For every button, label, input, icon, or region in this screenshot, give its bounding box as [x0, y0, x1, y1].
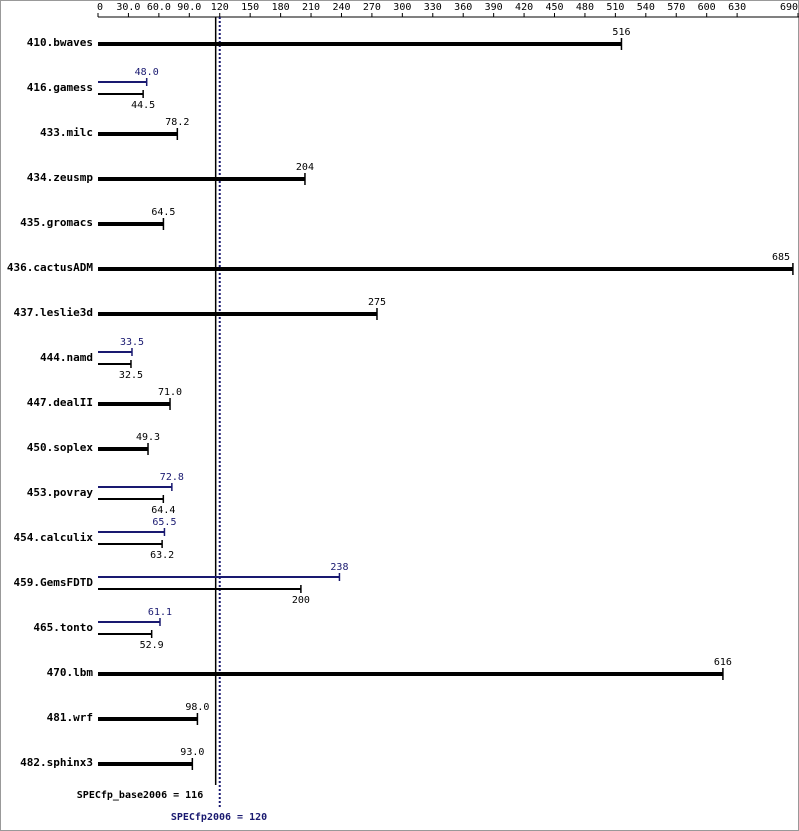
value-label: 52.9 — [140, 640, 164, 651]
x-tick-label: 600 — [698, 2, 716, 13]
x-tick-label: 120 — [211, 2, 229, 13]
bar — [98, 588, 301, 590]
bar — [98, 531, 165, 533]
x-tick-label: 240 — [332, 2, 350, 13]
value-label: 204 — [296, 162, 314, 173]
category-label: 447.dealII — [27, 396, 93, 409]
value-label: 200 — [292, 595, 310, 606]
x-tick-label: 390 — [485, 2, 503, 13]
bar — [98, 633, 152, 635]
bar — [98, 621, 160, 623]
x-tick-label: 420 — [515, 2, 533, 13]
value-label: 72.8 — [160, 472, 184, 483]
x-tick-label: 540 — [637, 2, 655, 13]
value-label: 98.0 — [185, 702, 209, 713]
bar — [98, 351, 132, 353]
category-label: 453.povray — [27, 486, 94, 499]
x-tick-label: 150 — [241, 2, 259, 13]
category-label: 482.sphinx3 — [20, 756, 93, 769]
value-label: 275 — [368, 297, 386, 308]
bar — [98, 42, 622, 46]
bar — [98, 312, 377, 316]
x-tick-label: 210 — [302, 2, 320, 13]
x-tick-label: 270 — [363, 2, 381, 13]
category-label: 450.soplex — [27, 441, 94, 454]
bar — [98, 447, 149, 451]
bar — [98, 132, 178, 136]
x-tick-label: 480 — [576, 2, 594, 13]
bar — [98, 576, 340, 578]
value-label: 44.5 — [131, 100, 155, 111]
value-label: 78.2 — [165, 117, 189, 128]
bar — [98, 402, 171, 406]
category-label: 465.tonto — [33, 621, 93, 634]
category-label: 416.gamess — [27, 81, 93, 94]
category-label: 481.wrf — [47, 711, 93, 724]
bar — [98, 717, 198, 721]
reference-label: SPECfp_base2006 = 116 — [77, 790, 203, 801]
value-label: 71.0 — [158, 387, 182, 398]
value-label: 33.5 — [120, 337, 144, 348]
category-label: 454.calculix — [14, 531, 94, 544]
category-label: 459.GemsFDTD — [14, 576, 94, 589]
bar — [98, 762, 193, 766]
value-label: 65.5 — [152, 517, 176, 528]
x-tick-label: 0 — [97, 2, 103, 13]
value-label: 64.5 — [151, 207, 175, 218]
value-label: 48.0 — [135, 67, 159, 78]
reference-label: SPECfp2006 = 120 — [171, 812, 267, 823]
value-label: 516 — [612, 27, 630, 38]
x-tick-label: 450 — [545, 2, 563, 13]
bar — [98, 543, 163, 545]
category-label: 434.zeusmp — [27, 171, 94, 184]
x-tick-label: 330 — [424, 2, 442, 13]
value-label: 61.1 — [148, 607, 172, 618]
category-label: 433.milc — [40, 126, 93, 139]
category-label: 410.bwaves — [27, 36, 93, 49]
x-tick-label: 300 — [393, 2, 411, 13]
bar — [98, 498, 164, 500]
value-label: 32.5 — [119, 370, 143, 381]
x-tick-label: 690 — [780, 2, 798, 13]
value-label: 616 — [714, 657, 732, 668]
x-tick-label: 180 — [272, 2, 290, 13]
x-tick-label: 90.0 — [177, 2, 201, 13]
x-tick-label: 570 — [667, 2, 685, 13]
bar — [98, 177, 305, 181]
bar — [98, 363, 131, 365]
value-label: 93.0 — [180, 747, 204, 758]
x-tick-label: 60.0 — [147, 2, 171, 13]
bar — [98, 672, 723, 676]
category-label: 470.lbm — [47, 666, 94, 679]
bar — [98, 267, 793, 271]
bar — [98, 93, 144, 95]
bar — [98, 81, 147, 83]
x-tick-label: 360 — [454, 2, 472, 13]
x-tick-label: 510 — [606, 2, 624, 13]
category-label: 435.gromacs — [20, 216, 93, 229]
bar — [98, 222, 164, 226]
value-label: 685 — [772, 252, 790, 263]
bar — [98, 486, 172, 488]
value-label: 49.3 — [136, 432, 160, 443]
x-tick-label: 30.0 — [116, 2, 140, 13]
category-label: 436.cactusADM — [7, 261, 93, 274]
value-label: 63.2 — [150, 550, 174, 561]
category-label: 444.namd — [40, 351, 93, 364]
value-label: 238 — [330, 562, 348, 573]
x-tick-label: 630 — [728, 2, 746, 13]
value-label: 64.4 — [151, 505, 175, 516]
category-label: 437.leslie3d — [14, 306, 93, 319]
